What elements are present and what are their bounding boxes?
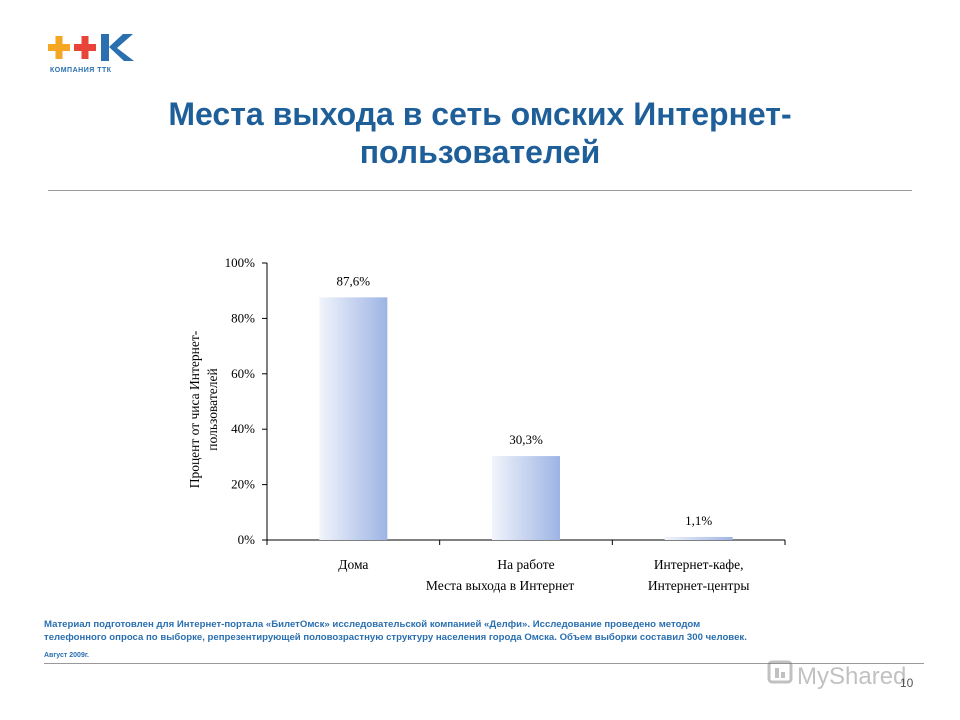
- y-tick-label: 60%: [231, 366, 255, 381]
- y-axis-title: Процент от чиса Интернет-: [187, 330, 202, 488]
- page-number: 10: [900, 676, 914, 690]
- footer-divider: [44, 663, 924, 664]
- x-axis-title: Места выхода в Интернет: [426, 578, 574, 593]
- bar: [664, 536, 733, 540]
- bar-value-label: 1,1%: [685, 513, 712, 528]
- note-line-2: телефонного опроса по выборке, репрезент…: [44, 632, 747, 643]
- x-tick-label: На работе: [497, 557, 554, 572]
- title-line-1: Места выхода в сеть омских Интернет-: [168, 96, 792, 132]
- bar: [319, 297, 388, 540]
- note-line-1: Материал подготовлен для Интернет-портал…: [44, 619, 701, 630]
- company-logo: [48, 34, 134, 61]
- y-tick-label: 40%: [231, 421, 255, 436]
- bar: [492, 456, 560, 540]
- bar-value-label: 30,3%: [509, 432, 543, 447]
- y-tick-label: 20%: [231, 477, 255, 492]
- methodology-note: Материал подготовлен для Интернет-портал…: [44, 618, 944, 644]
- y-tick-label: 0%: [238, 532, 256, 547]
- logo-caption: КОМПАНИЯ ТТК: [50, 67, 112, 74]
- y-axis-title: пользователей: [205, 368, 220, 450]
- x-tick-label: Дома: [338, 557, 368, 572]
- myshared-watermark: MyShared: [767, 660, 906, 690]
- slide-title: Места выхода в сеть омских Интернет- пол…: [60, 95, 900, 171]
- bar-value-label: 87,6%: [337, 273, 371, 288]
- title-line-2: пользователей: [359, 134, 601, 170]
- x-tick-label: Интернет-центры: [648, 578, 750, 593]
- y-tick-label: 100%: [225, 255, 256, 270]
- survey-date: Август 2009г.: [44, 652, 89, 659]
- y-tick-label: 80%: [231, 310, 255, 325]
- x-tick-label: Интернет-кафе,: [654, 557, 744, 572]
- title-divider: [48, 190, 912, 191]
- watermark-text: MyShared: [797, 663, 906, 690]
